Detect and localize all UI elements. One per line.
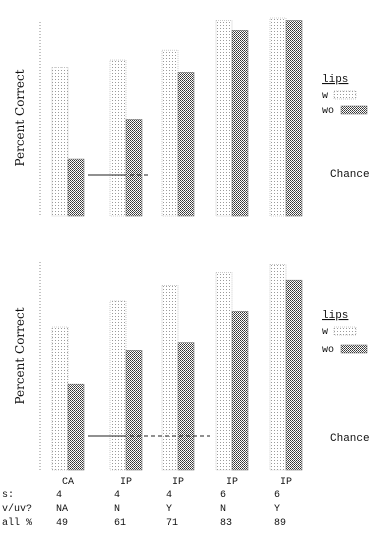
y-axis-label: Percent Correct [13,69,27,166]
table-cell: 71 [166,518,178,529]
table-cell: 4 [56,490,62,501]
table-cell: 83 [220,518,232,529]
x-tick-label: IP [280,477,292,488]
chance-label: Chance [330,169,370,181]
legend-swatch-wo [340,344,368,354]
bar-wo-3 [231,311,249,471]
table-row-label: s: [2,490,14,501]
bar-w-2 [161,285,179,471]
bar-w-0 [51,326,69,471]
bar-w-0 [51,67,69,217]
bar-wo-4 [285,20,303,217]
x-tick-labels: CA IP IP IP IP [62,477,292,488]
table-cell: 4 [114,490,120,501]
x-tick-label: IP [172,477,184,488]
table-cell: N [114,504,120,515]
table-cell: 6 [274,490,280,501]
table-cell: NA [56,504,68,515]
y-axis-label: Percent Correct [13,307,27,404]
table-row-label: v/uv? [2,503,32,515]
legend-label-wo: wo [322,106,334,117]
legend-label-w: w [322,91,328,102]
bar-w-2 [161,49,179,217]
bottom-chart: Percent Correct lips w wo Chance CA IP IP I… [13,262,370,488]
table-cell: 49 [56,518,68,529]
table-cell: 89 [274,518,286,529]
table-cell: Y [274,504,280,515]
bar-wo-1 [125,119,143,217]
table-cell: Y [166,504,172,515]
bar-wo-2 [177,72,195,217]
bar-wo-2 [177,342,195,471]
bar-w-3 [215,272,233,471]
table-cell: N [220,504,226,515]
legend-label-w: w [322,327,328,338]
bar-wo-4 [285,279,303,471]
legend-swatch-wo [340,105,368,115]
table-row-label: all % [2,517,32,529]
bar-wo-0 [67,158,85,217]
bar-wo-1 [125,350,143,471]
top-chart: Percent Correct lips w wo Chance [13,17,370,217]
x-tick-label: CA [62,477,74,488]
legend-swatch-w [333,90,357,100]
bar-group [51,17,303,217]
bar-wo-3 [231,30,249,217]
bar-group [51,264,303,471]
bar-w-1 [109,59,127,217]
bar-w-3 [215,20,233,217]
legend-label-wo: wo [322,345,334,356]
legend-swatch-w [333,326,357,336]
legend-title: lips [322,74,348,86]
table-cell: 4 [166,490,172,501]
table-cell: 6 [220,490,226,501]
bar-w-1 [109,300,127,471]
bar-w-4 [269,17,287,217]
chance-label: Chance [330,433,370,445]
legend-title: lips [322,310,348,322]
x-tick-label: IP [120,477,132,488]
x-tick-label: IP [226,477,238,488]
table-cell: 61 [114,518,126,529]
bar-wo-0 [67,383,85,471]
bar-w-4 [269,264,287,471]
